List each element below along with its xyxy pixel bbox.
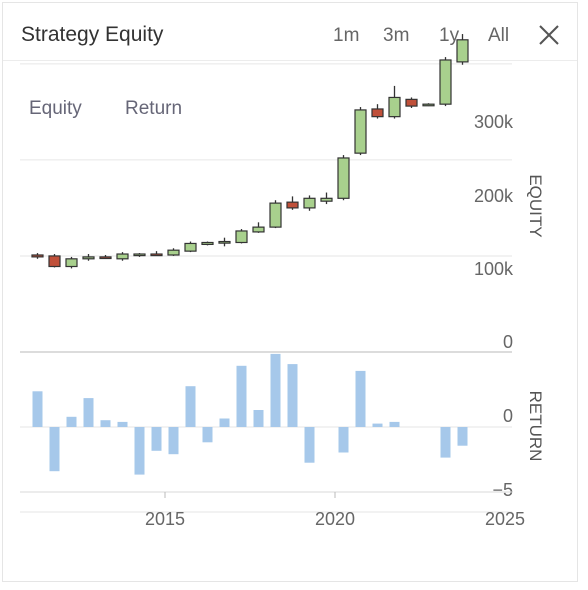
panel-header: Strategy Equity 1m 3m 1y All bbox=[3, 3, 577, 61]
return-bar bbox=[168, 427, 179, 455]
candle-up bbox=[456, 39, 469, 63]
equity-tick-200k: 200k bbox=[474, 186, 514, 206]
candle-up bbox=[303, 197, 316, 209]
return-bar bbox=[372, 423, 383, 427]
return-bar bbox=[151, 427, 162, 451]
panel-title: Strategy Equity bbox=[21, 23, 164, 46]
x-tick-2015: 2015 bbox=[145, 509, 185, 529]
candle-up bbox=[320, 197, 333, 202]
candle-up bbox=[65, 258, 78, 268]
strategy-equity-panel: Strategy Equity 1m 3m 1y All bbox=[2, 2, 578, 582]
candle-up bbox=[252, 226, 265, 233]
candle-down bbox=[150, 253, 163, 257]
candle-up bbox=[184, 242, 197, 252]
return-bar bbox=[185, 386, 196, 427]
candle-up bbox=[337, 157, 350, 199]
range-1y-button[interactable]: 1y bbox=[439, 25, 460, 46]
legend-return[interactable]: Return bbox=[125, 98, 182, 119]
return-bar bbox=[440, 427, 451, 458]
equity-tick-100k: 100k bbox=[474, 259, 514, 279]
return-bar bbox=[83, 398, 94, 427]
return-bar bbox=[355, 370, 366, 427]
return-bar bbox=[236, 365, 247, 427]
return-bar bbox=[287, 364, 298, 427]
candle-down bbox=[48, 255, 61, 268]
return-bar bbox=[253, 410, 264, 427]
candle-down bbox=[371, 108, 384, 118]
return-bar bbox=[66, 416, 77, 427]
candle-down bbox=[99, 256, 112, 260]
range-3m-button[interactable]: 3m bbox=[383, 25, 410, 46]
candle-up bbox=[201, 241, 214, 246]
candle-up bbox=[354, 109, 367, 154]
range-all-button[interactable]: All bbox=[488, 25, 510, 46]
return-bar bbox=[117, 421, 128, 427]
candle-down bbox=[286, 201, 299, 209]
x-tick-2025: 2025 bbox=[485, 509, 525, 529]
return-bar bbox=[270, 353, 281, 427]
legend-equity[interactable]: Equity bbox=[29, 98, 82, 119]
candle-down bbox=[31, 254, 44, 258]
return-tick-minus5: −5 bbox=[492, 480, 513, 500]
return-tick-0: 0 bbox=[503, 406, 513, 426]
return-bar bbox=[100, 420, 111, 427]
close-icon[interactable] bbox=[537, 23, 561, 47]
return-bar bbox=[304, 427, 315, 463]
return-bar bbox=[134, 427, 145, 475]
range-1m-button[interactable]: 1m bbox=[333, 25, 360, 46]
return-bar bbox=[219, 418, 230, 427]
candle-up bbox=[218, 240, 231, 244]
return-bar bbox=[202, 427, 213, 443]
candle-up bbox=[82, 256, 95, 260]
return-axis-title: RETURN bbox=[526, 391, 545, 462]
candle-up bbox=[167, 249, 180, 256]
candle-up bbox=[422, 103, 435, 107]
candle-up bbox=[439, 59, 452, 105]
equity-axis-title: EQUITY bbox=[526, 174, 545, 237]
equity-gridlines bbox=[20, 63, 512, 353]
candle-up bbox=[388, 96, 401, 118]
return-bar bbox=[49, 427, 60, 472]
return-bar bbox=[389, 421, 400, 427]
candle-down bbox=[405, 98, 418, 107]
return-bars bbox=[32, 353, 468, 475]
return-bar bbox=[32, 391, 43, 427]
x-tick-2020: 2020 bbox=[315, 509, 355, 529]
candle-up bbox=[235, 230, 248, 244]
return-bar bbox=[457, 427, 468, 446]
equity-tick-0: 0 bbox=[503, 332, 513, 352]
candle-up bbox=[116, 253, 129, 260]
candle-up bbox=[133, 253, 146, 257]
return-bar bbox=[338, 427, 349, 453]
equity-tick-300k: 300k bbox=[474, 112, 514, 132]
candle-up bbox=[269, 202, 282, 228]
return-gridlines bbox=[20, 426, 512, 513]
equity-candles bbox=[31, 34, 469, 269]
